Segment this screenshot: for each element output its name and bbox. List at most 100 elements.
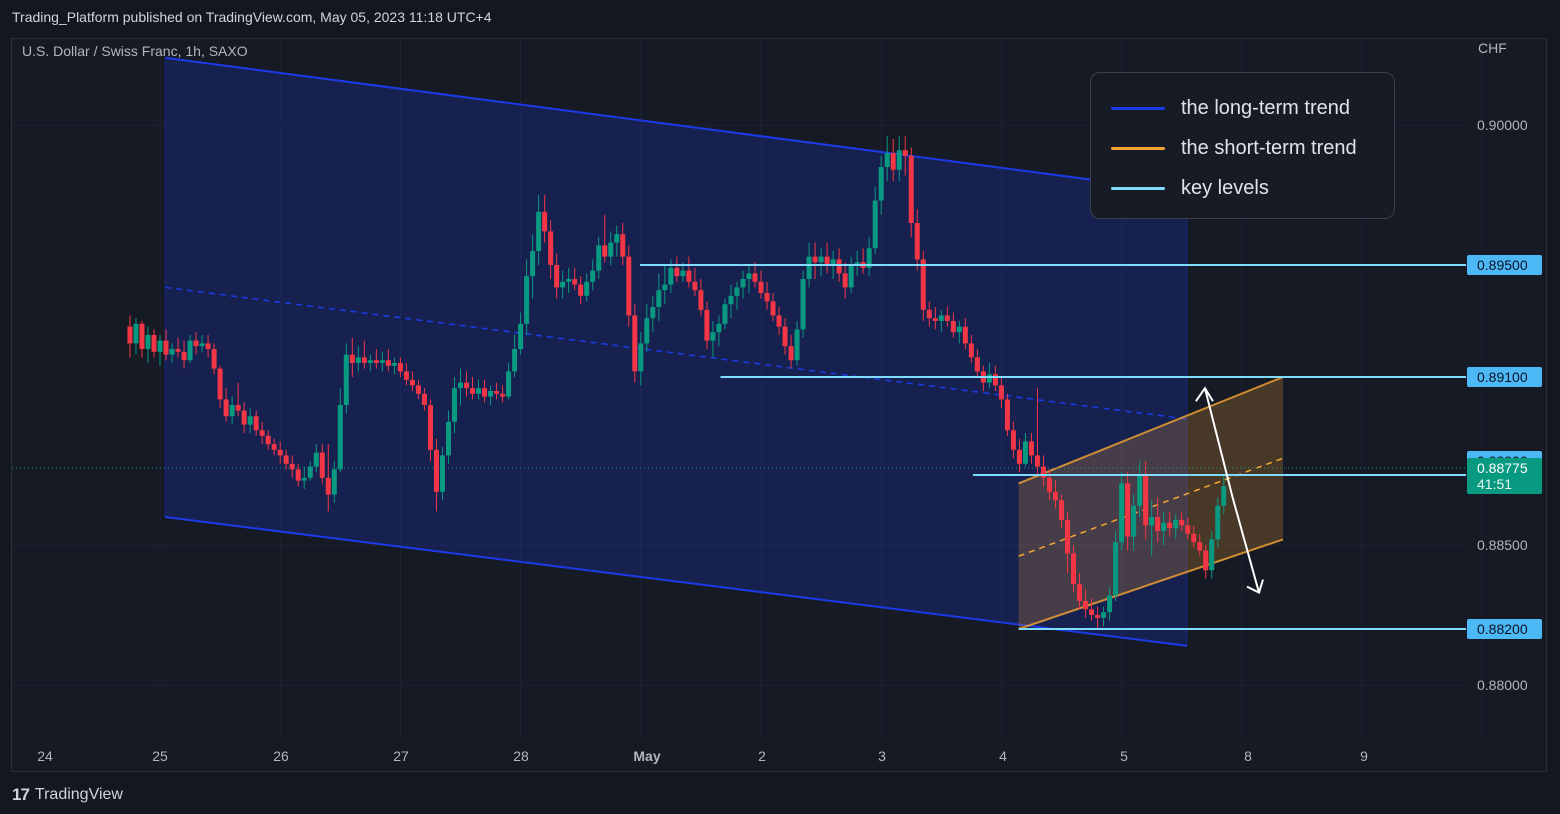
candle-up (133, 318, 139, 355)
projection-arrow-head (1195, 386, 1214, 402)
candle-down (271, 438, 277, 456)
candle-up (716, 315, 722, 347)
candle-body (728, 295, 734, 305)
currency-label: CHF (1478, 40, 1507, 56)
candle-body (848, 265, 854, 288)
candle-body (968, 343, 974, 358)
candlesticks (127, 136, 1227, 629)
candle-body (800, 279, 806, 330)
candle-up (1113, 531, 1119, 601)
candle-up (536, 195, 542, 265)
candle-body (542, 211, 548, 232)
candle-up (1101, 606, 1107, 627)
candle-body (632, 315, 638, 372)
candle-down (163, 329, 169, 361)
candle-body (920, 259, 926, 310)
candle-down (127, 315, 133, 358)
candle-body (433, 449, 439, 492)
candle-body (884, 153, 890, 167)
candle-body (139, 323, 145, 349)
candle-down (998, 377, 1004, 408)
long-term-lower-line (165, 516, 1188, 647)
candle-body (584, 281, 590, 296)
candle-body (932, 318, 938, 321)
candle-body (734, 287, 740, 296)
candle-body (482, 388, 488, 397)
candle-down (1016, 438, 1022, 473)
candle-body (644, 318, 650, 344)
candle-up (656, 273, 662, 321)
candle-up (986, 363, 992, 389)
candle-body (1167, 522, 1173, 529)
candle-body (415, 385, 421, 394)
legend: the long-term trend the short-term trend… (1090, 72, 1395, 219)
tradingview-logo[interactable]: 17 TradingView (12, 785, 123, 805)
candle-body (572, 279, 578, 285)
candle-up (854, 251, 860, 277)
candle-body (998, 385, 1004, 400)
candle-up (800, 270, 806, 338)
candle-up (1215, 497, 1221, 548)
candle-down (692, 267, 698, 296)
candle-body (427, 405, 433, 450)
candle-body (836, 259, 842, 274)
candle-body (1221, 486, 1227, 506)
x-tick-label: 8 (1244, 748, 1252, 764)
candle-body (1131, 505, 1137, 537)
candle-down (349, 337, 355, 377)
candle-up (722, 298, 728, 330)
candle-body (1034, 455, 1040, 467)
candle-down (1191, 525, 1197, 548)
candle-down (295, 463, 301, 487)
candle-body (512, 349, 518, 372)
price-label-text: 0.88200 (1477, 621, 1528, 637)
candle-down (265, 430, 271, 450)
candle-down (241, 402, 247, 433)
price-label-text: 0.89100 (1477, 369, 1528, 385)
candle-body (397, 363, 403, 372)
y-tick-label: 0.90000 (1477, 117, 1528, 133)
candle-down (175, 337, 181, 358)
candle-body (1095, 615, 1101, 618)
candle-body (554, 265, 560, 288)
legend-swatch-orange (1111, 146, 1165, 150)
candle-down (704, 301, 710, 349)
candle-up (476, 379, 482, 400)
candle-body (674, 267, 680, 277)
candle-up (584, 273, 590, 302)
candle-body (536, 211, 542, 251)
candle-body (782, 326, 788, 347)
candle-body (1016, 449, 1022, 464)
candle-down (1052, 480, 1058, 509)
candle-body (704, 309, 710, 341)
candle-up (307, 461, 313, 481)
y-tick-label: 0.88000 (1477, 677, 1528, 693)
candle-body (872, 200, 878, 249)
candle-body (1179, 519, 1185, 526)
candle-body (722, 304, 728, 324)
candle-up (379, 351, 385, 372)
candle-up (169, 343, 175, 363)
candle-body (602, 245, 608, 257)
candle-body (331, 469, 337, 495)
candle-down (1065, 511, 1071, 573)
candle-body (470, 388, 476, 394)
candle-body (758, 281, 764, 293)
candle-body (788, 346, 794, 361)
candle-body (890, 153, 896, 170)
candle-down (1179, 511, 1185, 531)
candle-up (1107, 587, 1113, 621)
candle-down (1167, 511, 1173, 537)
candle-body (692, 281, 698, 291)
candle-up (638, 332, 644, 386)
candle-body (181, 351, 187, 361)
candle-body (518, 323, 524, 349)
candle-down (289, 455, 295, 478)
candle-body (878, 167, 884, 201)
price-label-box (1467, 367, 1542, 387)
candle-up (1119, 472, 1125, 551)
candle-body (746, 273, 752, 279)
candle-body (277, 449, 283, 456)
